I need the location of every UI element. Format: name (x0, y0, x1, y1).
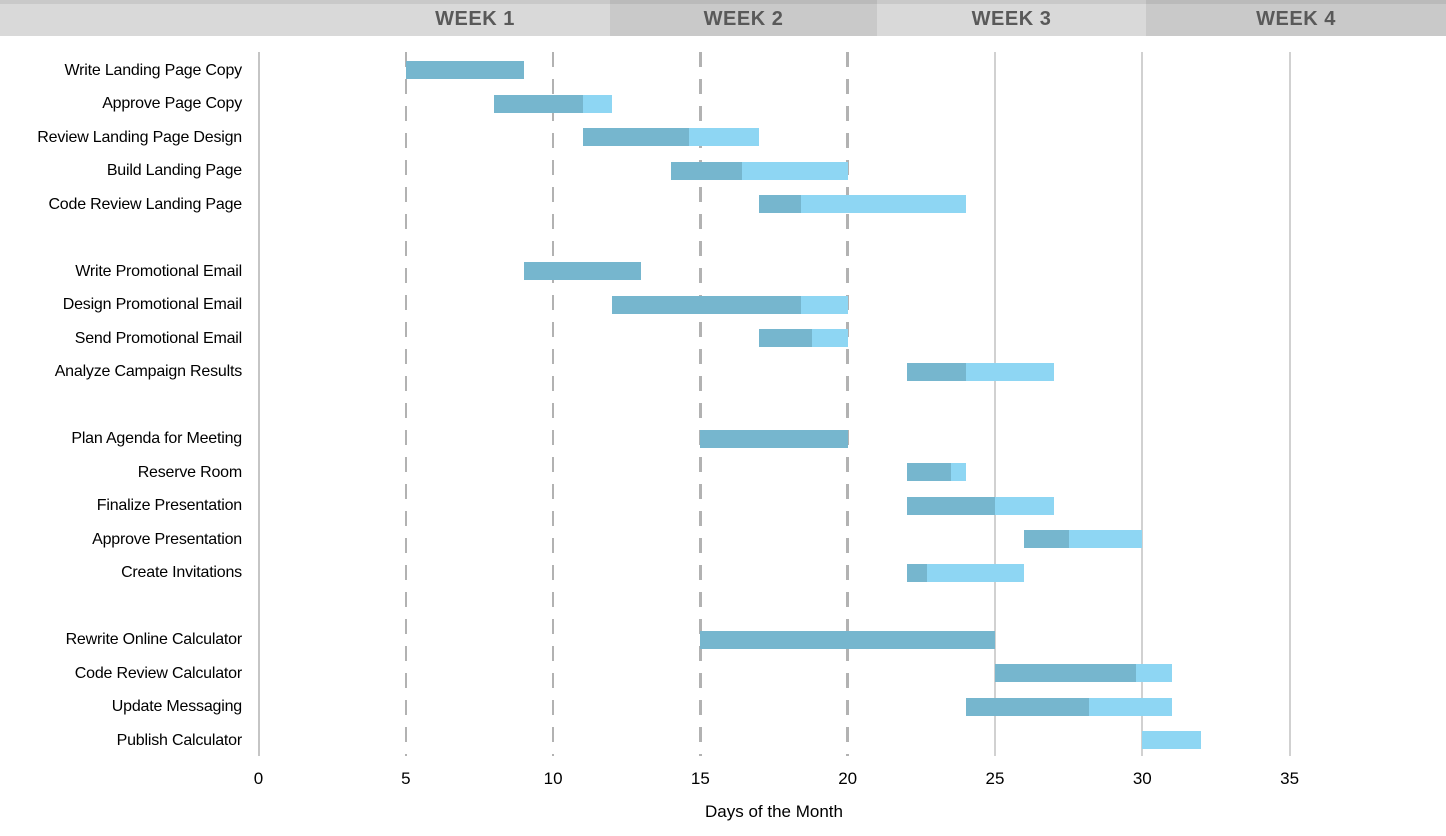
x-tick-label: 20 (838, 769, 858, 788)
task-bar-completed-segment (670, 161, 742, 180)
task-bar (670, 161, 848, 180)
task-bar-completed-segment (759, 195, 801, 214)
task-row-label: Approve Presentation (92, 530, 242, 548)
x-tick-label: 25 (985, 769, 1005, 788)
task-row-label: Build Landing Page (106, 162, 242, 179)
task-bar-remaining-segment (965, 362, 1054, 381)
task-bar-completed-segment (965, 697, 1090, 716)
task-row-label: Design Promotional Email (62, 296, 242, 313)
task-row-label: Write Promotional Email (75, 262, 242, 280)
gridline-dashed (846, 52, 849, 756)
week-label: WEEK 1 (435, 8, 515, 30)
week-band (877, 0, 1146, 36)
task-bar (759, 195, 966, 214)
task-bar-completed-segment (995, 664, 1137, 683)
task-bar (906, 563, 1025, 582)
task-row-label: Reserve Room (137, 463, 243, 481)
task-bar (612, 295, 848, 314)
task-bar-completed-segment (494, 94, 583, 113)
week-label: WEEK 3 (971, 8, 1052, 30)
task-bar-completed-segment (1024, 530, 1069, 549)
x-tick-label: 35 (1280, 769, 1300, 788)
task-bar (1024, 530, 1143, 549)
task-bar-remaining-segment (927, 563, 1025, 582)
task-row-label: Code Review Calculator (74, 664, 242, 682)
x-tick-label: 5 (401, 769, 411, 788)
task-row-label: Send Promotional Email (74, 329, 242, 347)
task-bar-remaining-segment (994, 496, 1054, 515)
task-bar-completed-segment (906, 496, 995, 515)
gridline-solid (1288, 52, 1291, 756)
gridline-dashed (699, 52, 702, 756)
task-bar (405, 61, 524, 80)
task-bar-completed-segment (906, 362, 966, 381)
task-bar-remaining-segment (582, 94, 612, 113)
task-bar-remaining-segment (1142, 731, 1202, 750)
gridline-dashed (551, 52, 555, 756)
task-bar (700, 429, 848, 448)
task-bar-completed-segment (405, 61, 524, 80)
task-bar (1142, 731, 1202, 750)
task-row-label: Create Invitations (121, 564, 242, 581)
task-bar-completed-segment (700, 429, 848, 448)
task-bar-remaining-segment (800, 295, 848, 314)
task-bar-completed-segment (612, 295, 801, 314)
task-bar (494, 94, 612, 113)
task-bar-remaining-segment (688, 128, 760, 147)
task-bar-completed-segment (700, 630, 995, 649)
x-tick-label: 0 (253, 769, 264, 788)
week-label: WEEK 2 (703, 8, 784, 30)
task-bar-completed-segment (906, 463, 951, 482)
task-bar-completed-segment (582, 128, 689, 147)
task-row-label: Plan Agenda for Meeting (71, 430, 242, 447)
gridline-solid (1141, 52, 1144, 756)
gridline-solid (994, 52, 996, 756)
task-row-label: Rewrite Online Calculator (65, 631, 243, 648)
week-band (0, 0, 610, 36)
task-bar (906, 463, 966, 482)
task-bar-completed-segment (523, 262, 642, 281)
x-tick-label: 10 (543, 769, 563, 788)
task-row-label: Review Landing Page Design (37, 128, 242, 146)
task-bar-completed-segment (759, 329, 813, 348)
task-bar (582, 128, 760, 147)
task-row-label: Code Review Landing Page (48, 195, 242, 213)
task-row-label: Write Landing Page Copy (64, 61, 243, 79)
task-row-label: Analyze Campaign Results (54, 363, 242, 380)
task-row-label: Publish Calculator (116, 731, 243, 749)
task-bar-remaining-segment (800, 195, 966, 214)
task-row-label: Finalize Presentation (96, 497, 242, 514)
task-bar (523, 262, 642, 281)
task-bar-remaining-segment (741, 161, 848, 180)
task-bar (995, 664, 1172, 683)
task-row-label: Approve Page Copy (102, 95, 242, 112)
task-bar (759, 329, 848, 348)
task-bar-remaining-segment (1068, 530, 1143, 549)
x-tick-label: 30 (1132, 769, 1152, 788)
task-bar-remaining-segment (1136, 664, 1172, 683)
x-axis-title: Days of the Month (705, 802, 843, 821)
task-bar-completed-segment (906, 563, 928, 582)
task-bar (700, 630, 995, 649)
task-bar (965, 697, 1172, 716)
category-axis-line (257, 52, 260, 756)
task-bar (906, 496, 1054, 515)
task-row-label: Update Messaging (111, 698, 242, 715)
task-bar-remaining-segment (1089, 697, 1172, 716)
task-bar-remaining-segment (812, 329, 848, 348)
week-label: WEEK 4 (1256, 8, 1336, 30)
gridline-dashed (404, 52, 408, 756)
task-bar (906, 362, 1054, 381)
week-header: WEEK 1 WEEK 2 WEEK 3 WEEK 4 (0, 0, 1446, 36)
week-band (610, 0, 877, 36)
week-band (1146, 0, 1446, 36)
x-tick-label: 15 (690, 769, 710, 788)
task-bar-remaining-segment (950, 463, 966, 482)
